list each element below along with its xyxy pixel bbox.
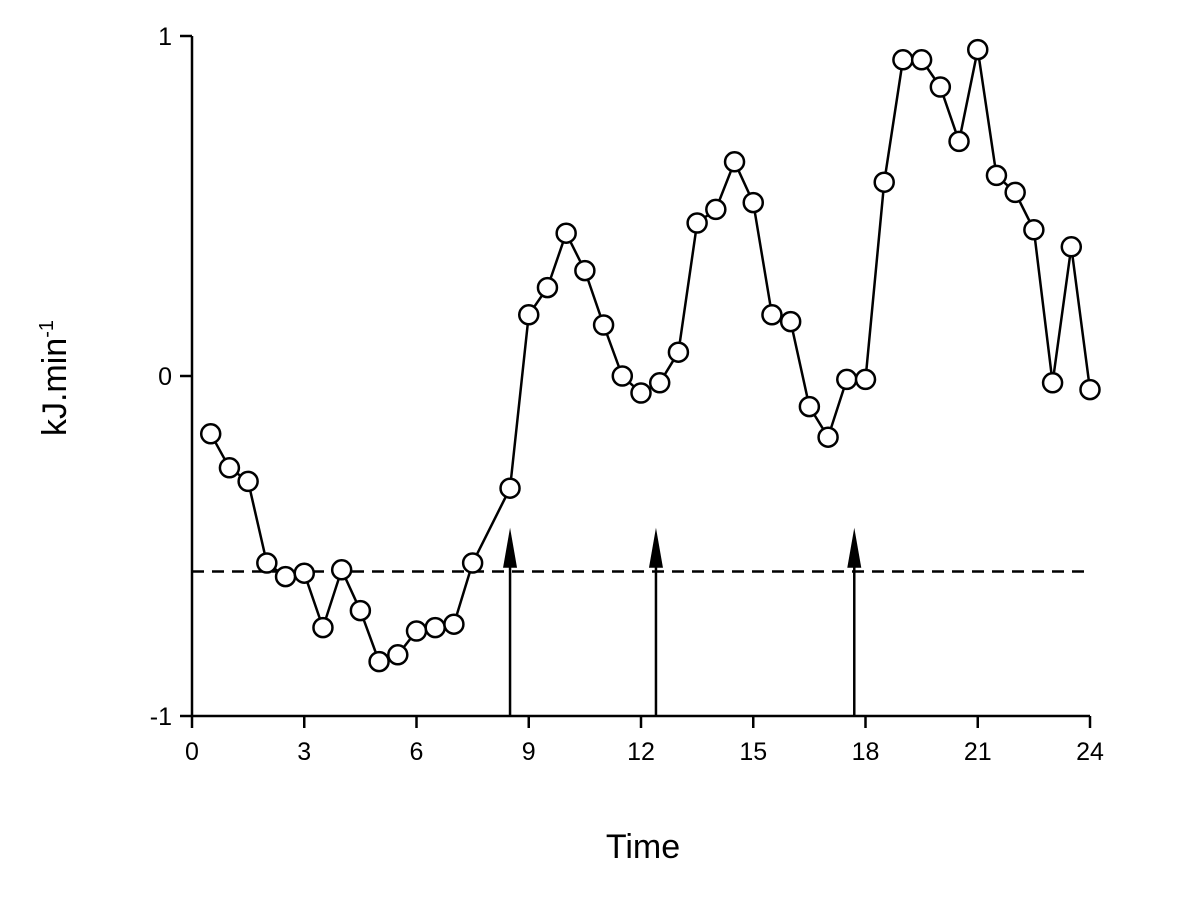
- data-point: [817, 426, 839, 448]
- data-point: [555, 222, 577, 244]
- data-point: [1023, 219, 1045, 241]
- data-point: [967, 38, 989, 61]
- arrow-head: [648, 527, 663, 568]
- data-point: [237, 470, 259, 493]
- plot-area: [192, 38, 1101, 716]
- data-point: [1041, 372, 1064, 394]
- y-tick-label: 1: [158, 23, 172, 51]
- x-tick-label: 18: [852, 738, 880, 766]
- x-tick-label: 3: [297, 738, 311, 766]
- data-point: [387, 644, 409, 666]
- data-point: [873, 171, 895, 193]
- data-point: [368, 650, 390, 673]
- data-point: [1060, 236, 1083, 258]
- data-point: [330, 559, 353, 581]
- data-point: [686, 212, 708, 234]
- data-point: [405, 620, 428, 642]
- data-point: [349, 599, 372, 622]
- data-point: [667, 341, 690, 363]
- x-tick-label: 0: [185, 738, 199, 766]
- data-point: [499, 477, 521, 499]
- y-tick-label: 0: [158, 363, 172, 391]
- x-axis-title: Time: [606, 828, 680, 866]
- y-axis-title: kJ.min-1: [36, 320, 74, 436]
- x-tick-label: 15: [739, 738, 767, 766]
- data-point: [312, 616, 334, 639]
- data-point: [929, 76, 952, 98]
- data-point: [293, 562, 315, 584]
- data-point: [424, 616, 446, 639]
- data-point: [798, 395, 821, 418]
- data-point: [985, 164, 1008, 187]
- data-point: [892, 49, 914, 71]
- arrow-head: [503, 527, 518, 568]
- data-point: [574, 259, 596, 282]
- data-point: [742, 191, 764, 214]
- data-point: [443, 613, 465, 635]
- data-point: [630, 382, 652, 404]
- y-axis-title-main: kJ.min: [36, 338, 74, 436]
- data-point: [218, 457, 241, 479]
- x-tick-label: 9: [522, 738, 536, 766]
- data-point: [761, 304, 783, 326]
- x-tick-label: 12: [627, 738, 655, 766]
- y-tick-label: -1: [150, 703, 172, 731]
- x-tick-label: 24: [1076, 738, 1104, 766]
- data-point: [274, 565, 297, 588]
- data-point: [256, 552, 278, 574]
- data-point: [518, 304, 540, 326]
- x-tick-label: 21: [964, 738, 992, 766]
- y-axis-title-superscript: -1: [36, 320, 58, 338]
- data-point: [910, 49, 933, 71]
- data-point: [836, 368, 858, 391]
- data-point: [199, 423, 222, 445]
- data-point: [723, 151, 746, 173]
- data-point: [611, 365, 634, 387]
- axes: 0 3 6 9 12 15 18 21 24 -1 0 1: [150, 23, 1104, 766]
- data-point: [592, 314, 615, 336]
- data-point: [948, 130, 970, 153]
- x-tick-label: 6: [410, 738, 424, 766]
- data-point: [648, 372, 671, 394]
- arrow-head: [847, 527, 862, 568]
- data-point: [536, 276, 559, 299]
- data-point: [1004, 181, 1026, 204]
- data-point: [705, 198, 727, 221]
- data-point: [1079, 378, 1101, 401]
- data-point: [854, 368, 877, 391]
- data-point: [779, 310, 802, 333]
- data-point: [461, 552, 484, 574]
